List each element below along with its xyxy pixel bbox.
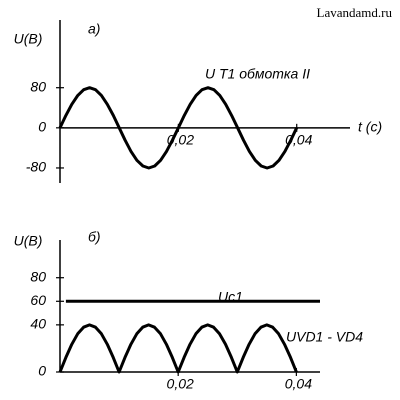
panel-label: б) bbox=[88, 229, 101, 245]
series-name: UVD1 - VD4 bbox=[286, 329, 363, 345]
y-tick-label: 80 bbox=[30, 78, 46, 94]
y-tick-label: 80 bbox=[30, 268, 46, 284]
y-tick-label: 40 bbox=[30, 316, 46, 332]
watermark: Lavandamd.ru bbox=[317, 5, 393, 20]
y-axis-label: U(В) bbox=[14, 233, 43, 249]
series-name: U T1 обмотка II bbox=[205, 66, 310, 82]
y-tick-label: 60 bbox=[30, 292, 46, 308]
series-line bbox=[58, 86, 299, 170]
y-tick-label: -80 bbox=[26, 159, 46, 175]
y-tick-label: 0 bbox=[38, 363, 46, 379]
x-axis-label: t (c) bbox=[358, 119, 382, 135]
series-line bbox=[58, 323, 298, 374]
y-axis-label: U(В) bbox=[14, 31, 43, 47]
panel-label: а) bbox=[88, 21, 100, 37]
series-name: Uc1 bbox=[218, 289, 243, 305]
y-tick-label: 0 bbox=[38, 119, 46, 135]
x-tick-label: 0,04 bbox=[285, 376, 312, 392]
x-tick-label: 0,02 bbox=[167, 376, 194, 392]
